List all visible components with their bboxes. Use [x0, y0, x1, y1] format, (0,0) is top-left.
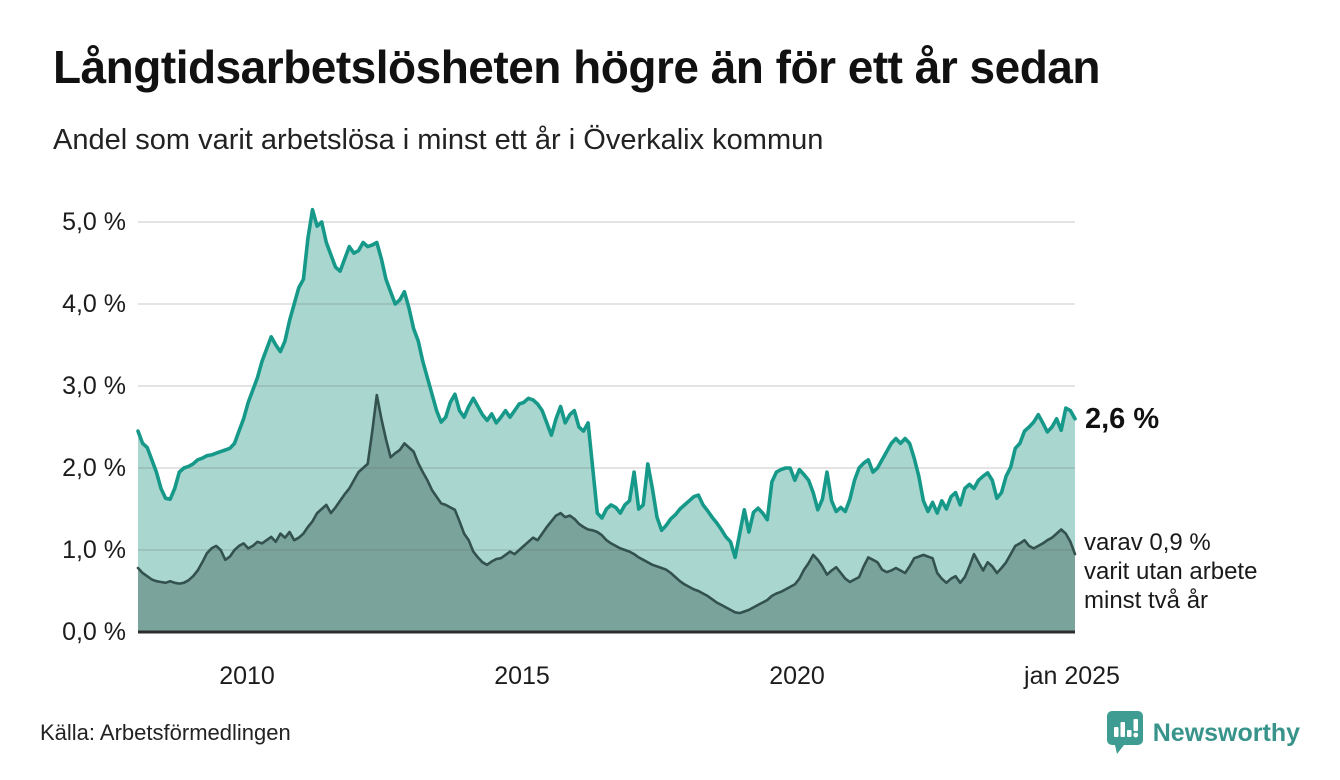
gridlines [138, 221, 1075, 551]
area-arbetslosa-minst-ett-ar [138, 209, 1075, 632]
x-tick-label-jan-2025: jan 2025 [1024, 662, 1120, 690]
line-arbetslosa-minst-tva-ar [136, 393, 1077, 615]
latest-value-label: 2,6 % [1085, 403, 1160, 435]
newsworthy-logo[interactable]: Newsworthy [1106, 710, 1300, 756]
x-tick-label-2015: 2015 [494, 662, 550, 690]
newsworthy-logo-text: Newsworthy [1152, 718, 1300, 747]
page-subtitle: Andel som varit arbetslösa i minst ett å… [53, 124, 824, 156]
line-arbetslosa-minst-ett-ar [136, 207, 1077, 560]
y-tick-label-5: 5,0 % [62, 208, 126, 236]
x-tick-label-2010: 2010 [219, 662, 275, 690]
y-tick-label-2: 2,0 % [62, 454, 126, 482]
area-arbetslosa-minst-tva-ar [138, 395, 1075, 632]
page-title: Långtidsarbetslösheten högre än för ett … [53, 41, 1100, 93]
x-tick-label-2020: 2020 [769, 662, 825, 690]
newsworthy-bubble-chart-icon [1106, 710, 1144, 756]
y-tick-label-0: 0,0 % [62, 618, 126, 646]
y-tick-label-3: 3,0 % [62, 372, 126, 400]
two-year-annotation: varav 0,9 % varit utan arbete minst två … [1084, 529, 1258, 614]
y-tick-label-1: 1,0 % [62, 536, 126, 564]
source-label: Källa: Arbetsförmedlingen [40, 720, 291, 745]
y-tick-label-4: 4,0 % [62, 290, 126, 318]
